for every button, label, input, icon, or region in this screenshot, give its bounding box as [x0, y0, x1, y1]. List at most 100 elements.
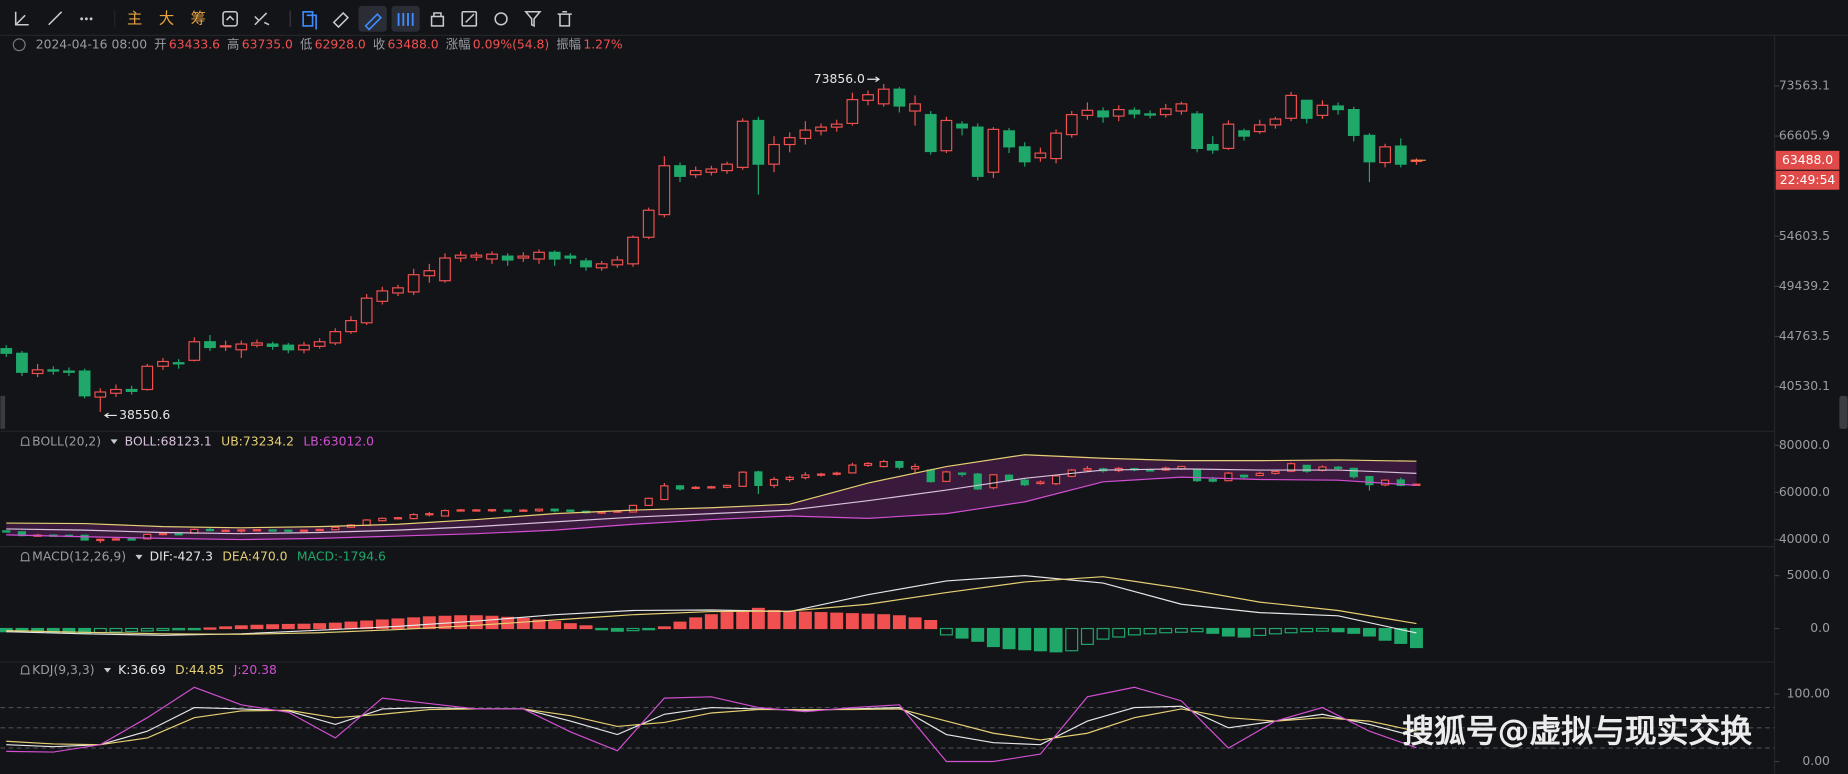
toolbar: 主 大 筹: [14, 5, 572, 32]
tool-highlight: [391, 5, 420, 32]
tool-delete[interactable]: [557, 11, 572, 27]
candle-body: [705, 168, 718, 173]
candle-body: [550, 508, 559, 512]
candle-body: [519, 509, 528, 512]
candle-body: [157, 360, 169, 367]
watermark: 搜狐号@虚拟与现实交换: [1402, 713, 1752, 750]
tool-pen[interactable]: [364, 12, 383, 31]
candle-body: [660, 485, 669, 501]
min-arrow: [103, 412, 117, 419]
candle-body: [331, 526, 340, 531]
candle-body: [769, 478, 779, 486]
macd-bar: [1143, 627, 1157, 635]
toolbar-button[interactable]: 主: [127, 9, 142, 27]
candle-body: [284, 529, 293, 532]
macd-bar: [172, 627, 186, 631]
candle-body: [252, 529, 262, 532]
candle-body: [989, 474, 998, 489]
tool-edit[interactable]: [461, 11, 478, 27]
indicator-title: MACD(12,26,9): [32, 550, 126, 564]
macd-bar: [1300, 627, 1314, 633]
candle-body: [125, 388, 138, 392]
info-time: 2024-04-16 08:00: [36, 37, 148, 51]
macd-bar: [845, 613, 859, 630]
candle-body: [110, 388, 122, 394]
candle-body: [628, 504, 638, 513]
y-tick-label: 40000.0: [1779, 532, 1830, 546]
tool-swap[interactable]: [222, 11, 238, 27]
candle-body: [1208, 478, 1217, 482]
candle-body: [298, 344, 310, 351]
macd-bar: [673, 621, 687, 630]
candle-body: [268, 529, 277, 532]
candle-body: [1363, 134, 1376, 163]
candle-body: [221, 529, 230, 533]
macd-bar: [548, 621, 562, 630]
tool-angle[interactable]: [14, 11, 29, 26]
tool-line[interactable]: [48, 11, 63, 26]
tool-hide[interactable]: [254, 12, 270, 26]
macd-bar: [1409, 627, 1423, 649]
candle-body: [1036, 481, 1045, 485]
candle-body: [1271, 470, 1280, 474]
candle-body: [1159, 108, 1172, 116]
macd-bar: [1033, 627, 1047, 652]
macd-bar: [1362, 627, 1376, 637]
price-tag-label: 63488.0: [1782, 153, 1833, 167]
candle-body: [675, 485, 685, 490]
macd-bar: [720, 612, 734, 630]
candle-body: [172, 362, 185, 365]
candle-body: [378, 517, 387, 522]
toolbar-button[interactable]: 筹: [191, 9, 206, 27]
candle-body: [877, 88, 890, 105]
collapse-icon[interactable]: [12, 38, 26, 52]
macd-bar: [657, 626, 671, 630]
candle-body: [846, 99, 859, 125]
info-value: 1.27%: [583, 37, 623, 51]
candle-body: [1253, 124, 1266, 133]
candle-body: [862, 94, 874, 101]
indicator-menu: [110, 439, 118, 445]
legend-entry: MACD:-1794.6: [297, 550, 386, 564]
candle-body: [1004, 474, 1014, 481]
tool-settings[interactable]: [494, 12, 508, 26]
candle-body: [644, 497, 653, 506]
candle-body: [1112, 108, 1125, 117]
tool-lock[interactable]: [430, 12, 445, 27]
macd-bar: [986, 627, 1000, 648]
y-tick-label: 40530.1: [1779, 379, 1830, 393]
candle-body: [487, 509, 497, 512]
left-handle[interactable]: [0, 395, 6, 429]
candle-body: [595, 263, 608, 269]
candle-body: [1065, 114, 1078, 136]
tool-magnet[interactable]: [302, 10, 317, 30]
tool-more[interactable]: [80, 17, 93, 21]
candle-body: [80, 534, 89, 541]
macd-bar: [313, 623, 327, 630]
indicator-line: [6, 468, 1417, 535]
info-label: 高: [227, 36, 239, 51]
info-label: 低: [300, 37, 312, 51]
right-handle[interactable]: [1839, 395, 1848, 429]
macd-bar: [704, 614, 718, 630]
y-tick-label: 54603.5: [1779, 229, 1830, 243]
macd-bar: [751, 607, 765, 630]
y-tick-label: 100.00: [1787, 687, 1830, 701]
tool-bars[interactable]: [397, 12, 414, 26]
candle-body: [1128, 109, 1141, 115]
toolbar-button[interactable]: 大: [159, 9, 174, 27]
candle-body: [627, 236, 639, 265]
tool-filter[interactable]: [524, 11, 542, 28]
legend-entry: D:44.85: [175, 663, 224, 677]
tool-ruler[interactable]: [332, 11, 350, 29]
indicator-line: [6, 576, 1417, 635]
candle-body: [548, 251, 561, 260]
macd-bar: [830, 612, 844, 630]
macd-bar: [125, 627, 139, 633]
candle-body: [219, 345, 232, 348]
macd-bar: [266, 624, 280, 630]
candle-body: [1316, 104, 1329, 116]
candle-body: [721, 163, 733, 172]
candle-body: [503, 509, 512, 512]
macd-bar: [1331, 627, 1345, 633]
